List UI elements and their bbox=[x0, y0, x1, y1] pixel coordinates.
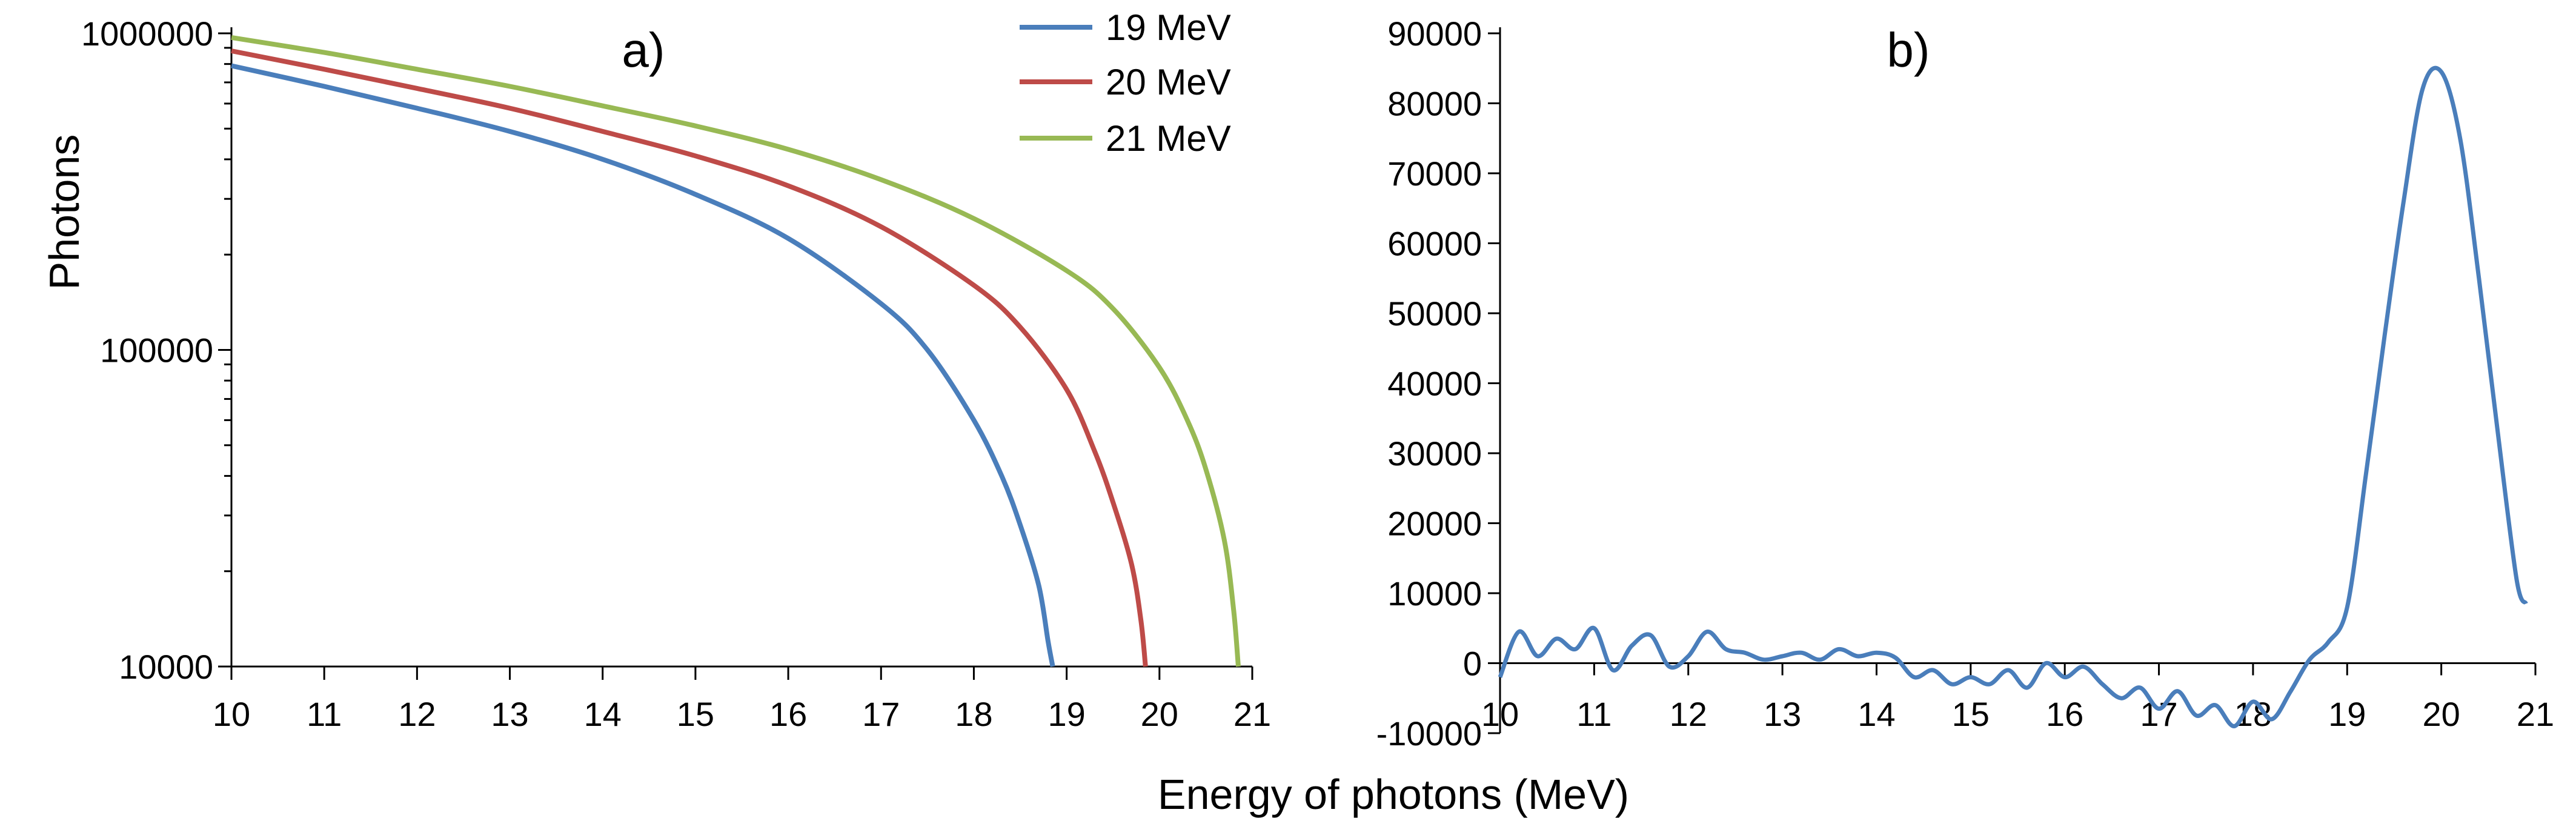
x-tick-label: 21 bbox=[1233, 695, 1271, 733]
y-tick-label: 90000 bbox=[1387, 15, 1482, 53]
x-tick-label: 17 bbox=[2140, 695, 2177, 733]
series-line-b bbox=[1498, 65, 2528, 728]
x-tick-label: 17 bbox=[862, 695, 900, 733]
y-tick-label: 40000 bbox=[1387, 365, 1482, 403]
x-tick-label: 14 bbox=[584, 695, 622, 733]
y-tick-label: 10000 bbox=[1387, 574, 1482, 613]
x-tick-label: 13 bbox=[491, 695, 528, 733]
panel-a-label: a) bbox=[622, 23, 665, 77]
x-tick-label: 12 bbox=[398, 695, 436, 733]
y-tick-label: 0 bbox=[1463, 645, 1482, 683]
x-axis-title: Energy of photons (MeV) bbox=[1158, 771, 1629, 818]
series-line-21-MeV bbox=[231, 35, 1241, 667]
y-tick-label: 50000 bbox=[1387, 294, 1482, 333]
x-tick-label: 19 bbox=[1047, 695, 1085, 733]
y-tick-label: 10000 bbox=[119, 648, 213, 686]
x-tick-label: 11 bbox=[1576, 695, 1612, 733]
y-tick-label: 70000 bbox=[1387, 155, 1482, 193]
legend-label-19: 19 MeV bbox=[1106, 7, 1231, 48]
x-tick-label: 16 bbox=[769, 695, 807, 733]
x-tick-label: 14 bbox=[1857, 695, 1895, 733]
legend-label-21: 21 MeV bbox=[1106, 118, 1231, 159]
x-tick-label: 18 bbox=[955, 695, 992, 733]
y-tick-label: 1000000 bbox=[81, 15, 213, 53]
x-tick-label: 21 bbox=[2517, 695, 2554, 733]
x-tick-label: 15 bbox=[677, 695, 714, 733]
x-tick-label: 10 bbox=[1481, 695, 1519, 733]
y-tick-label: 30000 bbox=[1387, 434, 1482, 473]
series-line-19-MeV bbox=[231, 63, 1055, 667]
y-tick-label: -10000 bbox=[1376, 714, 1482, 753]
y-tick-label: 100000 bbox=[100, 331, 213, 370]
series-line-20-MeV bbox=[231, 48, 1148, 667]
x-tick-label: 19 bbox=[2328, 695, 2366, 733]
legend: 19 MeV 20 MeV 21 MeV bbox=[1020, 7, 1231, 159]
x-tick-label: 16 bbox=[2046, 695, 2083, 733]
panel-a-chart: 10000 100000 1000000 10 11 12 13 14 15 16 17 18 19 20… bbox=[41, 7, 1271, 733]
panel-b-chart: -10000 0 10000 20000 30000 40000 50000 60000 700… bbox=[1376, 15, 2555, 753]
x-tick-label: 11 bbox=[307, 695, 342, 733]
x-tick-label: 12 bbox=[1670, 695, 1707, 733]
panel-a-y-axis-title: Photons bbox=[41, 135, 88, 290]
legend-label-20: 20 MeV bbox=[1106, 62, 1231, 102]
panel-b-label: b) bbox=[1887, 23, 1930, 77]
y-tick-label: 60000 bbox=[1387, 225, 1482, 263]
x-tick-label: 10 bbox=[213, 695, 250, 733]
y-tick-label: 80000 bbox=[1387, 85, 1482, 123]
x-tick-label: 20 bbox=[2422, 695, 2460, 733]
y-tick-label: 20000 bbox=[1387, 505, 1482, 543]
x-tick-label: 20 bbox=[1141, 695, 1178, 733]
x-tick-label: 15 bbox=[1952, 695, 1990, 733]
x-tick-label: 13 bbox=[1764, 695, 1801, 733]
